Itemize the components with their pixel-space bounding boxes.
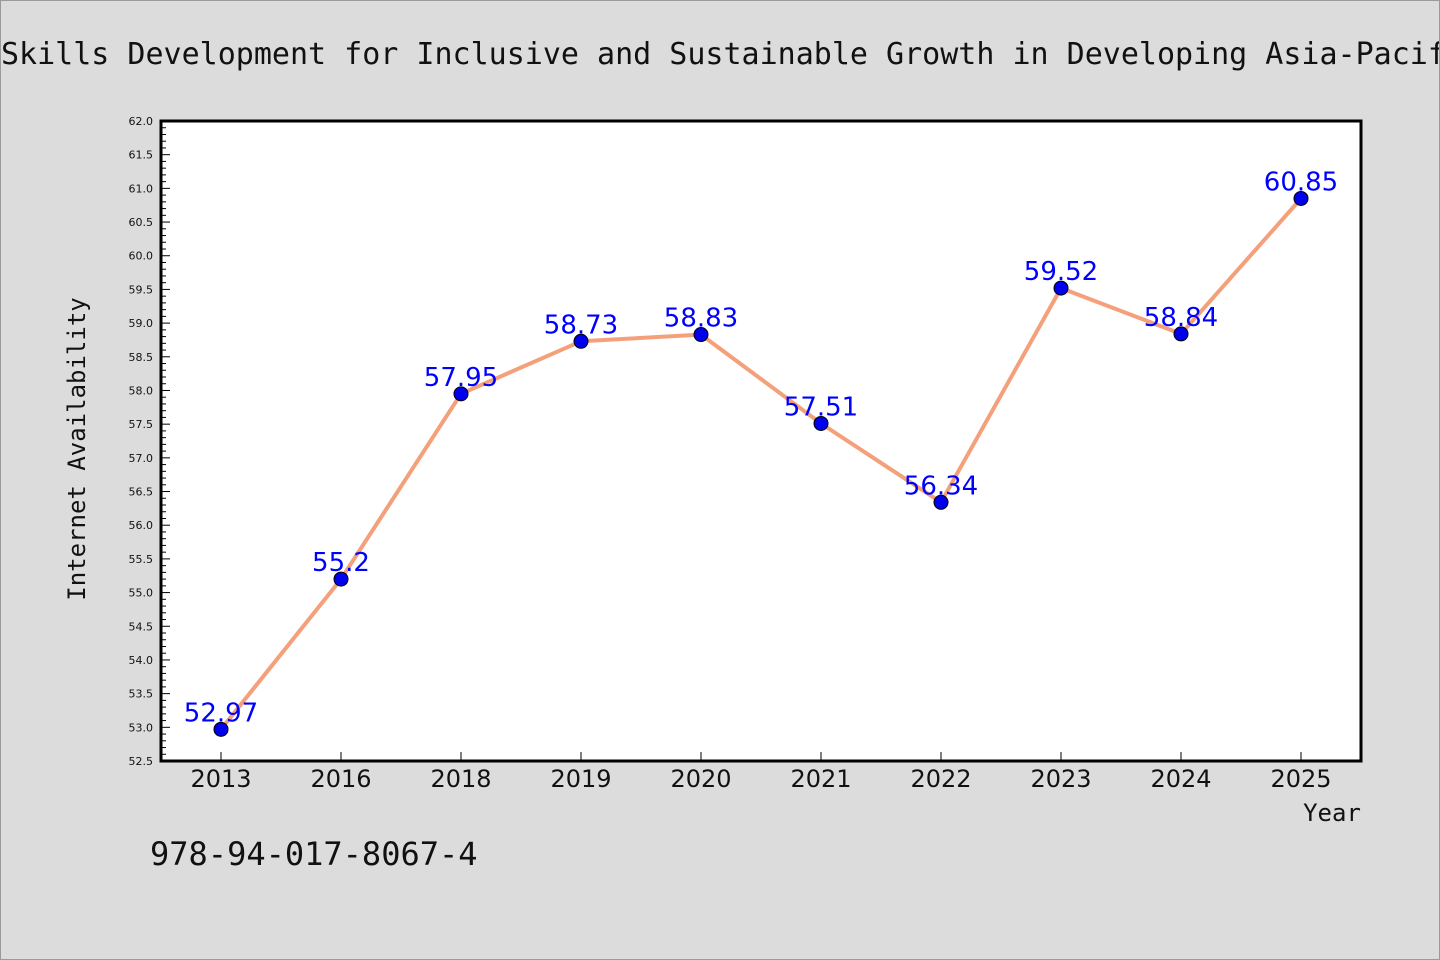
y-tick-label: 60.0 [129, 250, 154, 263]
x-tick-label: 2022 [910, 765, 971, 793]
data-label-2018: 57.95 [424, 363, 498, 393]
y-tick-label: 62.0 [129, 115, 154, 128]
y-tick-label: 54.5 [129, 620, 154, 633]
data-point-2025[interactable] [1293, 190, 1309, 206]
y-axis: 52.5 53.0 53.5 54.0 54.5 55.0 55.5 56.0 56.5 57.0… [129, 115, 170, 768]
y-tick-label: 61.5 [129, 149, 154, 162]
series-group [213, 190, 1309, 737]
y-tick-label: 61.0 [129, 182, 154, 195]
data-labels: 52.97 55.2 57.95 58.73 58.83 57.51 56.34 59.52 5… [184, 167, 1338, 728]
y-tick-label: 53.5 [129, 688, 154, 701]
y-tick-label: 55.5 [129, 553, 154, 566]
y-tick-label: 55.0 [129, 587, 154, 600]
x-tick-label: 2020 [670, 765, 731, 793]
data-label-2024: 58.84 [1144, 303, 1218, 333]
data-label-2016: 55.2 [312, 548, 370, 578]
data-point-2013[interactable] [213, 721, 229, 737]
data-point-2022[interactable] [933, 494, 949, 510]
series-line [219, 196, 1303, 732]
y-tick-label: 52.5 [129, 755, 154, 768]
chart-title: Skills Development for Inclusive and Sus… [1, 37, 1440, 72]
x-tick-label: 2025 [1270, 765, 1331, 793]
x-axis-label: Year [1303, 799, 1361, 827]
y-tick-label: 53.0 [129, 721, 154, 734]
y-tick-label: 58.0 [129, 384, 154, 397]
data-label-2025: 60.85 [1264, 167, 1338, 197]
data-label-2022: 56.34 [904, 471, 978, 501]
data-label-2013: 52.97 [184, 698, 258, 728]
data-point-2021[interactable] [813, 415, 829, 431]
x-tick-label: 2018 [430, 765, 491, 793]
x-tick-label: 2023 [1030, 765, 1091, 793]
y-tick-label: 56.0 [129, 519, 154, 532]
data-point-2023[interactable] [1053, 280, 1069, 296]
y-axis-label: Internet Availability [63, 297, 91, 600]
data-point-2016[interactable] [333, 571, 349, 587]
data-label-2019: 58.73 [544, 310, 618, 340]
x-tick-label: 2021 [790, 765, 851, 793]
plot-area [159, 119, 1363, 763]
data-label-2021: 57.51 [784, 392, 858, 422]
y-tick-label: 60.5 [129, 216, 154, 229]
footnote-isbn: 978-94-017-8067-4 [150, 835, 478, 873]
data-point-2018[interactable] [453, 386, 469, 402]
x-tick-label: 2019 [550, 765, 611, 793]
y-tick-label: 57.0 [129, 452, 154, 465]
y-tick-label: 54.0 [129, 654, 154, 667]
x-tick-label: 2024 [1150, 765, 1211, 793]
y-tick-label: 57.5 [129, 418, 154, 431]
data-point-2020[interactable] [693, 327, 709, 343]
x-tick-label: 2016 [310, 765, 371, 793]
data-point-2024[interactable] [1173, 326, 1189, 342]
y-tick-label: 59.5 [129, 283, 154, 296]
data-label-2020: 58.83 [664, 304, 738, 334]
y-tick-label: 59.0 [129, 317, 154, 330]
y-tick-label: 58.5 [129, 351, 154, 364]
x-axis: 2013 2016 2018 2019 2020 2021 2022 2023 2024 2025 [190, 752, 1332, 793]
x-tick-label: 2013 [190, 765, 251, 793]
data-label-2023: 59.52 [1024, 257, 1098, 287]
y-tick-label: 56.5 [129, 486, 154, 499]
data-point-2019[interactable] [573, 333, 589, 349]
